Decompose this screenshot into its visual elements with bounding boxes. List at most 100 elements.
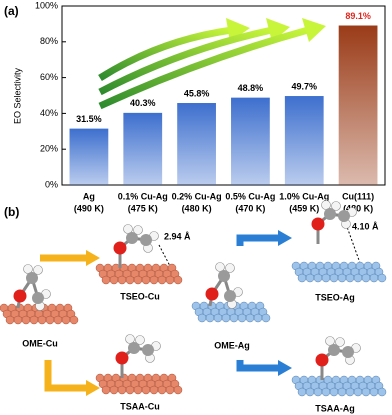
surface-atom (205, 313, 215, 323)
bar (338, 25, 378, 185)
x-tick-sublabel: (475 K) (128, 203, 158, 213)
surface-atom (45, 315, 55, 325)
surface-atom (261, 313, 271, 323)
oxygen (113, 241, 127, 255)
surface-atom (141, 385, 151, 395)
surface-atom (157, 275, 167, 285)
hydrogen (215, 262, 225, 272)
y-tick-label: 60% (40, 72, 58, 82)
surface-atom (213, 313, 223, 323)
value-label: 40.3% (130, 98, 156, 108)
oxygen (115, 351, 129, 365)
y-tick-label: 20% (40, 144, 58, 154)
surface-slab (291, 375, 387, 397)
structure-label: TSEO-Ag (315, 292, 355, 302)
surface-atom (329, 387, 339, 397)
surface-atom (101, 385, 111, 395)
x-tick-sublabel: (480 K) (182, 203, 212, 213)
arrow-head (278, 360, 292, 376)
y-axis-title: EO Selectivity (12, 67, 22, 124)
trend-arrow (98, 26, 233, 81)
oxygen (311, 217, 325, 231)
hydrogen (325, 336, 335, 346)
trend-arrows (98, 18, 326, 110)
carbon (324, 208, 336, 220)
surface-atom (165, 385, 175, 395)
surface-atom (369, 387, 379, 397)
structure-label: TSAA-Ag (315, 403, 355, 413)
surface-atom (133, 275, 143, 285)
surface-atom (305, 273, 315, 283)
structure-label: TSAA-Cu (120, 401, 160, 411)
surface-slab (191, 301, 271, 323)
surface-atom (61, 315, 71, 325)
distance-line (158, 244, 171, 267)
arrow-head (86, 380, 100, 396)
bar (69, 128, 109, 185)
bar (284, 96, 324, 185)
oxygen (315, 353, 329, 367)
arrow-head (278, 230, 292, 246)
surface-atom (141, 275, 151, 285)
carbon (218, 270, 230, 282)
value-label: 45.8% (184, 88, 210, 98)
surface-atom (321, 273, 331, 283)
structure-label: TSEO-Cu (120, 291, 160, 301)
carbon (142, 344, 154, 356)
distance-label: 2.94 Å (164, 231, 191, 241)
surface-atom (109, 275, 119, 285)
carbon (224, 290, 236, 302)
surface-atom (101, 275, 111, 285)
molecule (311, 200, 357, 244)
surface-atom (197, 313, 207, 323)
surface-atom (173, 385, 183, 395)
surface-atom (37, 315, 47, 325)
panel-label: (b) (4, 205, 19, 219)
surface-atom (5, 315, 15, 325)
surface-atom (29, 315, 39, 325)
carbon (328, 344, 340, 356)
surface-atom (345, 387, 355, 397)
surface-atom (305, 387, 315, 397)
surface-atom (165, 275, 175, 285)
x-tick-sublabel: (470 K) (235, 203, 265, 213)
structure-label: OME-Cu (22, 338, 58, 348)
x-tick-label: 0.1% Cu-Ag (118, 191, 168, 201)
surface-atom (253, 313, 263, 323)
hydrogen (23, 264, 33, 274)
x-tick-label: 1.0% Cu-Ag (279, 191, 329, 201)
molecule (205, 262, 243, 309)
bar (231, 97, 270, 185)
surface-atom (53, 315, 63, 325)
y-tick-label: 100% (35, 0, 58, 10)
x-tick-label: 0.5% Cu-Ag (225, 191, 275, 201)
distance-line (345, 223, 361, 264)
molecule (13, 264, 51, 311)
surface-atom (245, 313, 255, 323)
y-tick-label: 0% (45, 179, 58, 189)
surface-atom (361, 273, 371, 283)
value-label: 49.7% (291, 81, 317, 91)
bar (123, 112, 163, 185)
x-tick-sublabel: (490 K) (74, 203, 104, 213)
carbon (140, 234, 152, 246)
structure-label: OME-Ag (214, 340, 250, 350)
bar (177, 103, 216, 185)
surface-atom (337, 387, 347, 397)
surface-atom (297, 273, 307, 283)
surface-atom (221, 313, 231, 323)
hydrogen (123, 224, 133, 234)
x-tick-label: Cu(111) (342, 191, 374, 201)
reaction-arrows (40, 230, 292, 396)
surface-atom (125, 275, 135, 285)
value-label: 31.5% (76, 114, 102, 124)
molecule (315, 336, 361, 380)
panel-label: (a) (4, 4, 19, 18)
plot-frame (61, 5, 386, 186)
hydrogen (225, 263, 235, 273)
arrow (236, 360, 280, 372)
oxygen (13, 289, 27, 303)
surface-atom (297, 387, 307, 397)
value-label: 89.1% (345, 11, 371, 21)
